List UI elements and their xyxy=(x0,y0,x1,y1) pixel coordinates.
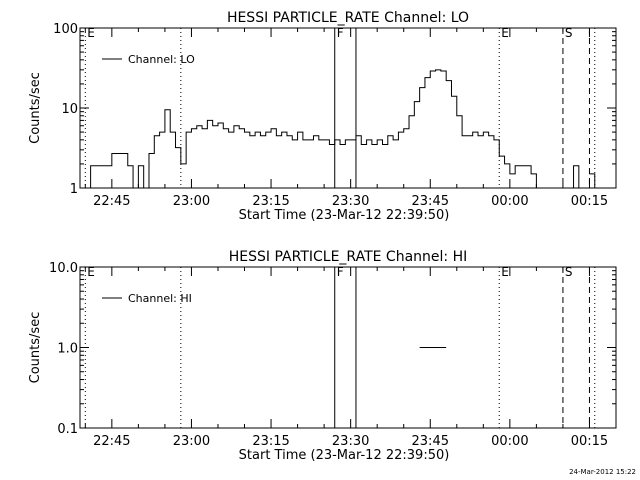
x-tick-label: 23:45 xyxy=(412,434,449,449)
x-tick-label: 23:30 xyxy=(332,434,369,449)
y-tick-label: 1 xyxy=(70,182,78,197)
marker-label: S xyxy=(565,26,573,40)
series-line xyxy=(589,173,601,189)
x-axis-label: Start Time (23-Mar-12 22:39:50) xyxy=(239,448,450,463)
y-axis-label: Counts/sec xyxy=(28,312,43,384)
x-axis-label: Start Time (23-Mar-12 22:39:50) xyxy=(239,208,450,223)
x-tick-label: 23:30 xyxy=(332,194,369,209)
series-line xyxy=(85,69,542,189)
marker-label: E xyxy=(87,26,95,40)
marker-label: E xyxy=(501,26,509,40)
y-tick-label: 10.0 xyxy=(49,261,78,276)
x-tick-label: 22:45 xyxy=(93,194,130,209)
marker-label: F xyxy=(337,26,344,40)
chart-title: HESSI PARTICLE_RATE Channel: LO xyxy=(227,10,469,26)
marker-label: E xyxy=(501,265,509,279)
y-tick-label: 1.0 xyxy=(57,342,78,357)
marker-label: E xyxy=(87,265,95,279)
x-tick-label: 23:15 xyxy=(252,434,289,449)
marker-label: S xyxy=(565,265,573,279)
x-tick-label: 23:15 xyxy=(252,194,289,209)
marker-label: F xyxy=(337,265,344,279)
x-tick-label: 23:00 xyxy=(173,434,210,449)
y-tick-label: 100 xyxy=(53,22,78,37)
legend-label: Channel: LO xyxy=(128,53,195,66)
plot-frame xyxy=(79,27,617,189)
chart-panel-1: HESSI PARTICLE_RATE Channel: LO 1 10 100 Cou… xyxy=(28,10,617,223)
x-tick-label: 00:15 xyxy=(571,194,608,209)
y-tick-label: 0.1 xyxy=(57,422,78,437)
chart-panel-2: HESSI PARTICLE_RATE Channel: HI 0.1 1.0 10.… xyxy=(28,249,617,463)
x-tick-label: 00:00 xyxy=(491,434,528,449)
x-tick-label: 00:00 xyxy=(491,194,528,209)
chart-title: HESSI PARTICLE_RATE Channel: HI xyxy=(229,249,467,265)
x-tick-label: 23:00 xyxy=(173,194,210,209)
x-tick-label: 22:45 xyxy=(93,434,130,449)
y-axis-label: Counts/sec xyxy=(28,72,43,144)
series-line xyxy=(568,165,585,189)
x-tick-label: 00:15 xyxy=(571,434,608,449)
x-tick-label: 23:45 xyxy=(412,194,449,209)
footer-timestamp: 24-Mar-2012 15:22 xyxy=(569,468,636,476)
y-tick-label: 10 xyxy=(61,102,78,117)
legend-label: Channel: HI xyxy=(128,292,192,305)
